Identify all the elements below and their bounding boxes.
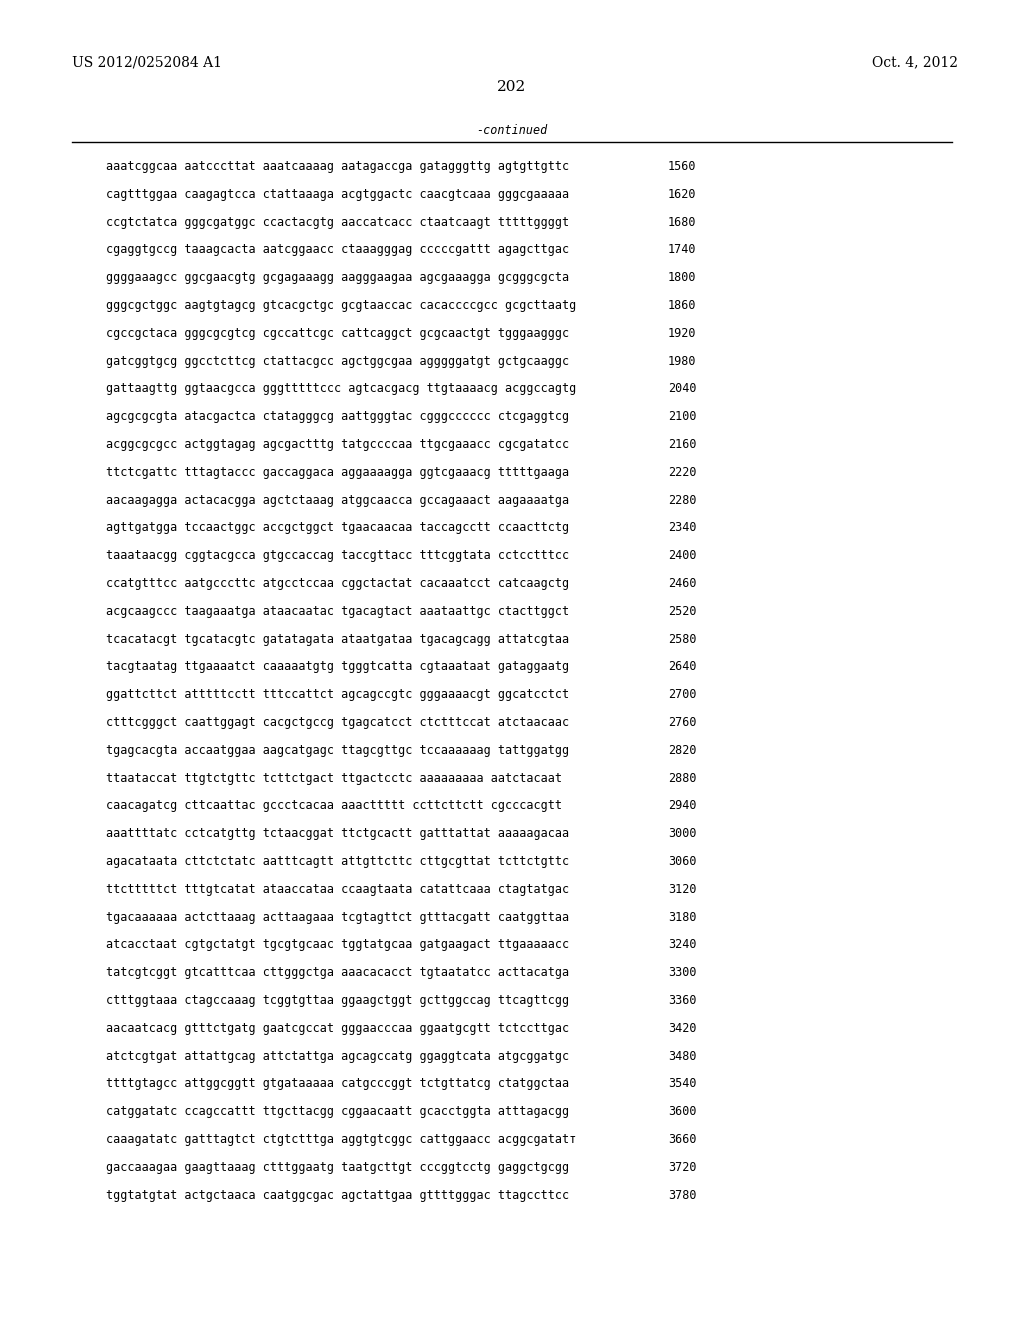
Text: caacagatcg cttcaattac gccctcacaa aaacttttt ccttcttctt cgcccacgtt: caacagatcg cttcaattac gccctcacaa aaacttt… — [106, 800, 562, 812]
Text: ccgtctatca gggcgatggc ccactacgtg aaccatcacc ctaatcaagt tttttggggt: ccgtctatca gggcgatggc ccactacgtg aaccatc… — [106, 215, 569, 228]
Text: taaataacgg cggtacgcca gtgccaccag taccgttacc tttcggtata cctcctttcc: taaataacgg cggtacgcca gtgccaccag taccgtt… — [106, 549, 569, 562]
Text: agacataata cttctctatc aatttcagtt attgttcttc cttgcgttat tcttctgttc: agacataata cttctctatc aatttcagtt attgttc… — [106, 855, 569, 869]
Text: ttctcgattc tttagtaccc gaccaggaca aggaaaagga ggtcgaaacg tttttgaaga: ttctcgattc tttagtaccc gaccaggaca aggaaaa… — [106, 466, 569, 479]
Text: 1620: 1620 — [668, 187, 696, 201]
Text: ctttcgggct caattggagt cacgctgccg tgagcatcct ctctttccat atctaacaac: ctttcgggct caattggagt cacgctgccg tgagcat… — [106, 715, 569, 729]
Text: 1860: 1860 — [668, 300, 696, 312]
Text: 2940: 2940 — [668, 800, 696, 812]
Text: 2640: 2640 — [668, 660, 696, 673]
Text: tacgtaatag ttgaaaatct caaaaatgtg tgggtcatta cgtaaataat gataggaatg: tacgtaatag ttgaaaatct caaaaatgtg tgggtca… — [106, 660, 569, 673]
Text: tatcgtcggt gtcatttcaa cttgggctga aaacacacct tgtaatatcc acttacatga: tatcgtcggt gtcatttcaa cttgggctga aaacaca… — [106, 966, 569, 979]
Text: aacaagagga actacacgga agctctaaag atggcaacca gccagaaact aagaaaatga: aacaagagga actacacgga agctctaaag atggcaa… — [106, 494, 569, 507]
Text: tgagcacgta accaatggaa aagcatgagc ttagcgttgc tccaaaaaag tattggatgg: tgagcacgta accaatggaa aagcatgagc ttagcgt… — [106, 743, 569, 756]
Text: agcgcgcgta atacgactca ctatagggcg aattgggtac cgggcccccc ctcgaggtcg: agcgcgcgta atacgactca ctatagggcg aattggg… — [106, 411, 569, 424]
Text: tggtatgtat actgctaaca caatggcgac agctattgaa gttttgggac ttagccttcc: tggtatgtat actgctaaca caatggcgac agctatt… — [106, 1188, 569, 1201]
Text: acggcgcgcc actggtagag agcgactttg tatgccccaa ttgcgaaacc cgcgatatcc: acggcgcgcc actggtagag agcgactttg tatgccc… — [106, 438, 569, 451]
Text: 3540: 3540 — [668, 1077, 696, 1090]
Text: 3120: 3120 — [668, 883, 696, 896]
Text: 2400: 2400 — [668, 549, 696, 562]
Text: 2280: 2280 — [668, 494, 696, 507]
Text: caaagatatc gatttagtct ctgtctttga aggtgtcggc cattggaacc acggcgatatт: caaagatatc gatttagtct ctgtctttga aggtgtc… — [106, 1133, 577, 1146]
Text: aaattttatc cctcatgttg tctaacggat ttctgcactt gatttattat aaaaagacaa: aaattttatc cctcatgttg tctaacggat ttctgca… — [106, 828, 569, 841]
Text: 3300: 3300 — [668, 966, 696, 979]
Text: 2100: 2100 — [668, 411, 696, 424]
Text: 3180: 3180 — [668, 911, 696, 924]
Text: 2700: 2700 — [668, 688, 696, 701]
Text: 3480: 3480 — [668, 1049, 696, 1063]
Text: 2340: 2340 — [668, 521, 696, 535]
Text: acgcaagccc taagaaatga ataacaatac tgacagtact aaataattgc ctacttggct: acgcaagccc taagaaatga ataacaatac tgacagt… — [106, 605, 569, 618]
Text: tgacaaaaaa actcttaaag acttaagaaa tcgtagttct gtttacgatt caatggttaa: tgacaaaaaa actcttaaag acttaagaaa tcgtagt… — [106, 911, 569, 924]
Text: Oct. 4, 2012: Oct. 4, 2012 — [872, 55, 958, 69]
Text: cgccgctaca gggcgcgtcg cgccattcgc cattcaggct gcgcaactgt tgggaagggc: cgccgctaca gggcgcgtcg cgccattcgc cattcag… — [106, 327, 569, 339]
Text: 1740: 1740 — [668, 243, 696, 256]
Text: 3720: 3720 — [668, 1160, 696, 1173]
Text: 3420: 3420 — [668, 1022, 696, 1035]
Text: gatcggtgcg ggcctcttcg ctattacgcc agctggcgaa agggggatgt gctgcaaggc: gatcggtgcg ggcctcttcg ctattacgcc agctggc… — [106, 355, 569, 367]
Text: 2520: 2520 — [668, 605, 696, 618]
Text: ttaataccat ttgtctgttc tcttctgact ttgactcctc aaaaaaaaa aatctacaat: ttaataccat ttgtctgttc tcttctgact ttgactc… — [106, 772, 562, 784]
Text: cagtttggaa caagagtcca ctattaaaga acgtggactc caacgtcaaa gggcgaaaaa: cagtttggaa caagagtcca ctattaaaga acgtgga… — [106, 187, 569, 201]
Text: 1680: 1680 — [668, 215, 696, 228]
Text: atctcgtgat attattgcag attctattga agcagccatg ggaggtcata atgcggatgc: atctcgtgat attattgcag attctattga agcagcc… — [106, 1049, 569, 1063]
Text: 202: 202 — [498, 81, 526, 94]
Text: 3660: 3660 — [668, 1133, 696, 1146]
Text: 2880: 2880 — [668, 772, 696, 784]
Text: agttgatgga tccaactggc accgctggct tgaacaacaa taccagcctt ccaacttctg: agttgatgga tccaactggc accgctggct tgaacaa… — [106, 521, 569, 535]
Text: ggggaaagcc ggcgaacgtg gcgagaaagg aagggaagaa agcgaaagga gcgggcgcta: ggggaaagcc ggcgaacgtg gcgagaaagg aagggaa… — [106, 271, 569, 284]
Text: ttttgtagcc attggcggtt gtgataaaaa catgcccggt tctgttatcg ctatggctaa: ttttgtagcc attggcggtt gtgataaaaa catgccc… — [106, 1077, 569, 1090]
Text: 1800: 1800 — [668, 271, 696, 284]
Text: aaatcggcaa aatcccttat aaatcaaaag aatagaccga gatagggttg agtgttgttc: aaatcggcaa aatcccttat aaatcaaaag aatagac… — [106, 160, 569, 173]
Text: 3060: 3060 — [668, 855, 696, 869]
Text: 3000: 3000 — [668, 828, 696, 841]
Text: 3780: 3780 — [668, 1188, 696, 1201]
Text: 2040: 2040 — [668, 383, 696, 396]
Text: 2160: 2160 — [668, 438, 696, 451]
Text: ccatgtttcc aatgcccttc atgcctccaa cggctactat cacaaatcct catcaagctg: ccatgtttcc aatgcccttc atgcctccaa cggctac… — [106, 577, 569, 590]
Text: 2580: 2580 — [668, 632, 696, 645]
Text: gaccaaagaa gaagttaaag ctttggaatg taatgcttgt cccggtcctg gaggctgcgg: gaccaaagaa gaagttaaag ctttggaatg taatgct… — [106, 1160, 569, 1173]
Text: cgaggtgccg taaagcacta aatcggaacc ctaaagggag cccccgattt agagcttgac: cgaggtgccg taaagcacta aatcggaacc ctaaagg… — [106, 243, 569, 256]
Text: 2760: 2760 — [668, 715, 696, 729]
Text: 2220: 2220 — [668, 466, 696, 479]
Text: tcacatacgt tgcatacgtc gatatagata ataatgataa tgacagcagg attatcgtaa: tcacatacgt tgcatacgtc gatatagata ataatga… — [106, 632, 569, 645]
Text: gggcgctggc aagtgtagcg gtcacgctgc gcgtaaccac cacaccccgcc gcgcttaatg: gggcgctggc aagtgtagcg gtcacgctgc gcgtaac… — [106, 300, 577, 312]
Text: gattaagttg ggtaacgcca gggtttttccc agtcacgacg ttgtaaaacg acggccagtg: gattaagttg ggtaacgcca gggtttttccc agtcac… — [106, 383, 577, 396]
Text: 1980: 1980 — [668, 355, 696, 367]
Text: aacaatcacg gtttctgatg gaatcgccat gggaacccaa ggaatgcgtt tctccttgac: aacaatcacg gtttctgatg gaatcgccat gggaacc… — [106, 1022, 569, 1035]
Text: -continued: -continued — [476, 124, 548, 137]
Text: 1920: 1920 — [668, 327, 696, 339]
Text: catggatatc ccagccattt ttgcttacgg cggaacaatt gcacctggta atttagacgg: catggatatc ccagccattt ttgcttacgg cggaaca… — [106, 1105, 569, 1118]
Text: 3240: 3240 — [668, 939, 696, 952]
Text: 2460: 2460 — [668, 577, 696, 590]
Text: ttctttttct tttgtcatat ataaccataa ccaagtaata catattcaaa ctagtatgac: ttctttttct tttgtcatat ataaccataa ccaagta… — [106, 883, 569, 896]
Text: 3360: 3360 — [668, 994, 696, 1007]
Text: ctttggtaaa ctagccaaag tcggtgttaa ggaagctggt gcttggccag ttcagttcgg: ctttggtaaa ctagccaaag tcggtgttaa ggaagct… — [106, 994, 569, 1007]
Text: ggattcttct atttttcctt tttccattct agcagccgtc gggaaaacgt ggcatcctct: ggattcttct atttttcctt tttccattct agcagcc… — [106, 688, 569, 701]
Text: 2820: 2820 — [668, 743, 696, 756]
Text: atcacctaat cgtgctatgt tgcgtgcaac tggtatgcaa gatgaagact ttgaaaaacc: atcacctaat cgtgctatgt tgcgtgcaac tggtatg… — [106, 939, 569, 952]
Text: US 2012/0252084 A1: US 2012/0252084 A1 — [72, 55, 222, 69]
Text: 3600: 3600 — [668, 1105, 696, 1118]
Text: 1560: 1560 — [668, 160, 696, 173]
